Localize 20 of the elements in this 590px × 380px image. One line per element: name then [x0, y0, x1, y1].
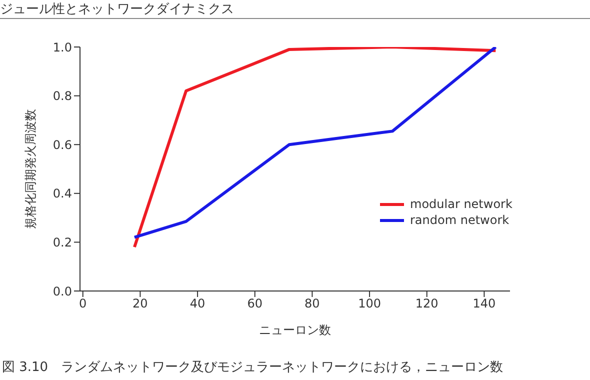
x-tick-label: 0	[79, 296, 87, 311]
x-tick-label: 60	[247, 296, 263, 311]
y-tick-label: 0.2	[52, 235, 72, 250]
legend-label: random network	[410, 213, 510, 227]
y-tick-label: 0.6	[52, 138, 72, 152]
x-tick-label: 120	[415, 296, 438, 311]
x-tick-label: 140	[472, 296, 496, 311]
x-tick-label: 20	[132, 296, 148, 311]
text: ジュール性とネットワークダイナミクス	[0, 1, 234, 18]
x-tick-label: 80	[304, 296, 320, 311]
x-tick-label: 40	[190, 296, 206, 311]
y-tick-label: 0.8	[52, 89, 72, 104]
y-tick-label: 0.4	[52, 186, 72, 201]
x-tick-label: 100	[358, 296, 381, 311]
y-tick-label: 0.0	[52, 284, 72, 298]
legend-label: modular network	[410, 197, 512, 211]
x-axis-title: ニューロン数	[259, 323, 331, 337]
y-tick-label: 1.0	[52, 40, 72, 54]
y-axis-title: 規格化同期発火周波数	[23, 109, 38, 229]
caption: 図 3.10 ランダムネットワーク及びモジュラーネットワークにおける，ニューロン数	[2, 359, 504, 376]
